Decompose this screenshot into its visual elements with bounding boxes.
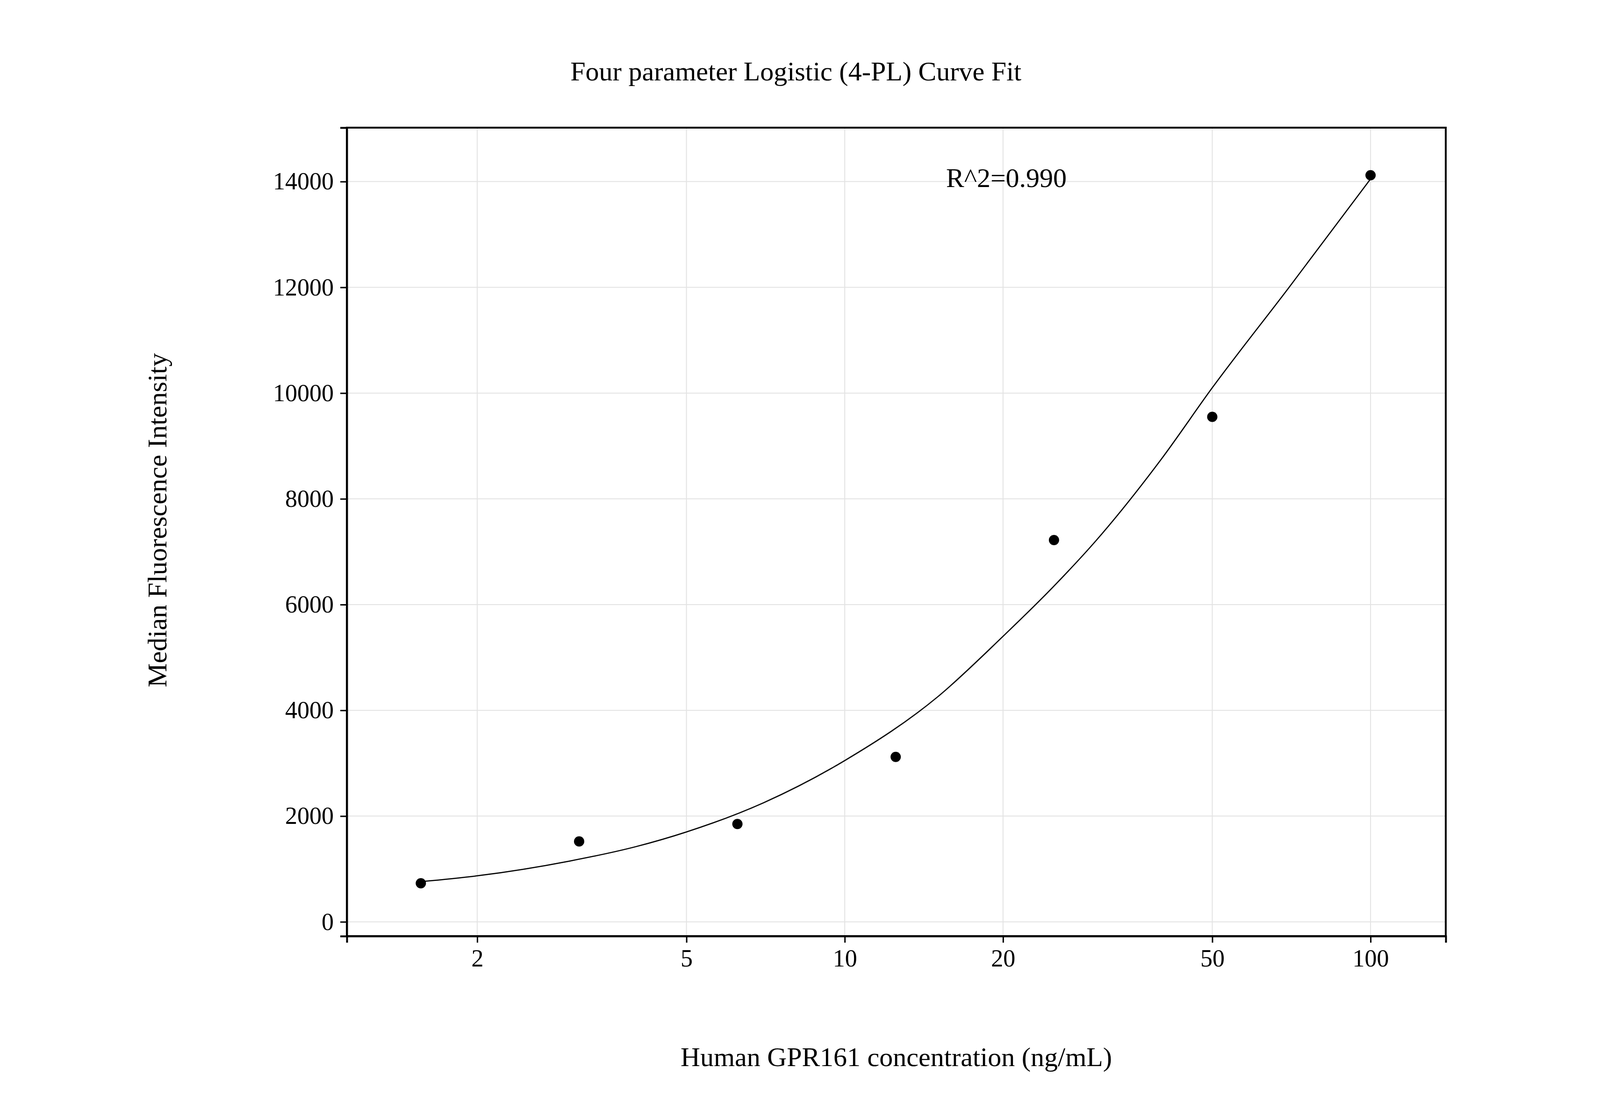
chart-svg: 2 5 10 20 50 100 0 2000 4000 6000 8000 10000 12000 14… bbox=[0, 0, 1600, 1118]
x-tick-label: 10 bbox=[832, 944, 858, 972]
y-axis-title: Median Fluorescence Intensity bbox=[142, 352, 173, 688]
y-grid-line bbox=[346, 180, 1446, 182]
y-tick: 4000 bbox=[285, 696, 347, 724]
data-point bbox=[1365, 170, 1376, 181]
y-tick: 0 bbox=[321, 908, 347, 935]
y-tick: 12000 bbox=[272, 273, 347, 301]
x-tick-mark bbox=[686, 935, 688, 943]
x-tick: 5 bbox=[680, 935, 693, 972]
data-point bbox=[1048, 534, 1060, 546]
y-tick: 6000 bbox=[285, 590, 347, 618]
x-tick-label: 50 bbox=[1200, 944, 1225, 972]
x-axis-title: Human GPR161 concentration (ng/mL) bbox=[680, 1041, 1113, 1072]
y-tick-mark bbox=[340, 603, 347, 606]
x-tick-label: 100 bbox=[1352, 944, 1390, 972]
x-tick-label: 2 bbox=[471, 944, 484, 972]
x-tick-mark bbox=[476, 935, 479, 943]
y-grid-line bbox=[346, 498, 1446, 500]
x-tick-label: 20 bbox=[990, 944, 1016, 972]
x-grid-line bbox=[1002, 127, 1004, 936]
y-tick: 8000 bbox=[285, 485, 347, 512]
data-point bbox=[573, 836, 585, 847]
x-grid-line bbox=[1211, 127, 1213, 936]
x-grid-line bbox=[686, 127, 688, 936]
x-axis-line bbox=[347, 936, 1447, 943]
x-axis: 2 5 10 20 50 100 bbox=[347, 935, 1447, 972]
data-point bbox=[732, 818, 743, 829]
data-point bbox=[415, 877, 426, 889]
y-tick: 14000 bbox=[272, 167, 347, 195]
x-tick: 100 bbox=[1352, 935, 1390, 972]
x-tick: 50 bbox=[1200, 935, 1225, 972]
y-tick-mark bbox=[340, 392, 347, 395]
y-tick: 2000 bbox=[285, 802, 347, 829]
y-tick-label: 6000 bbox=[285, 590, 334, 618]
x-grid-line bbox=[1370, 127, 1371, 936]
y-grid-line bbox=[346, 392, 1446, 394]
y-tick-mark bbox=[340, 815, 347, 817]
y-tick: 10000 bbox=[272, 379, 347, 407]
annotation: R^2=0.990 bbox=[946, 162, 1067, 194]
y-tick-label: 2000 bbox=[285, 802, 334, 829]
y-grid-line bbox=[346, 920, 1446, 922]
y-tick-mark bbox=[340, 180, 347, 183]
data-point bbox=[1206, 411, 1218, 423]
y-tick-label: 12000 bbox=[272, 273, 334, 301]
x-tick-mark bbox=[1211, 935, 1213, 943]
y-grid-line bbox=[346, 815, 1446, 817]
x-tick-mark bbox=[1002, 935, 1005, 943]
plot-frame bbox=[346, 127, 1446, 936]
y-tick-label: 0 bbox=[321, 908, 334, 935]
x-tick-mark bbox=[844, 935, 846, 943]
x-tick: 20 bbox=[990, 935, 1016, 972]
x-grid-line bbox=[476, 127, 478, 936]
x-tick-mark bbox=[1370, 935, 1372, 943]
y-tick-label: 8000 bbox=[285, 485, 334, 512]
chart-title: Four parameter Logistic (4-PL) Curve Fit bbox=[570, 56, 1022, 87]
y-tick-label: 14000 bbox=[272, 167, 334, 195]
y-grid-line bbox=[346, 286, 1446, 288]
x-tick: 10 bbox=[832, 935, 858, 972]
y-tick-label: 4000 bbox=[285, 696, 334, 724]
y-tick-mark bbox=[340, 286, 347, 289]
y-tick-mark bbox=[340, 709, 347, 711]
data-layer bbox=[415, 170, 1376, 889]
x-grid-line bbox=[844, 127, 846, 936]
plot-area: 2 5 10 20 50 100 0 2000 4000 6000 8000 10000 12000 14… bbox=[272, 127, 1447, 972]
data-point bbox=[890, 751, 901, 762]
y-grid-line bbox=[346, 603, 1446, 605]
grid bbox=[346, 127, 1446, 936]
fit-curve bbox=[420, 179, 1371, 882]
x-tick: 2 bbox=[471, 935, 484, 972]
y-tick-mark bbox=[340, 498, 347, 500]
y-axis: 0 2000 4000 6000 8000 10000 12000 14000 bbox=[272, 128, 348, 937]
y-tick-mark bbox=[340, 920, 347, 923]
y-tick-label: 10000 bbox=[272, 379, 334, 407]
y-grid-line bbox=[346, 709, 1446, 711]
x-tick-label: 5 bbox=[680, 944, 693, 972]
